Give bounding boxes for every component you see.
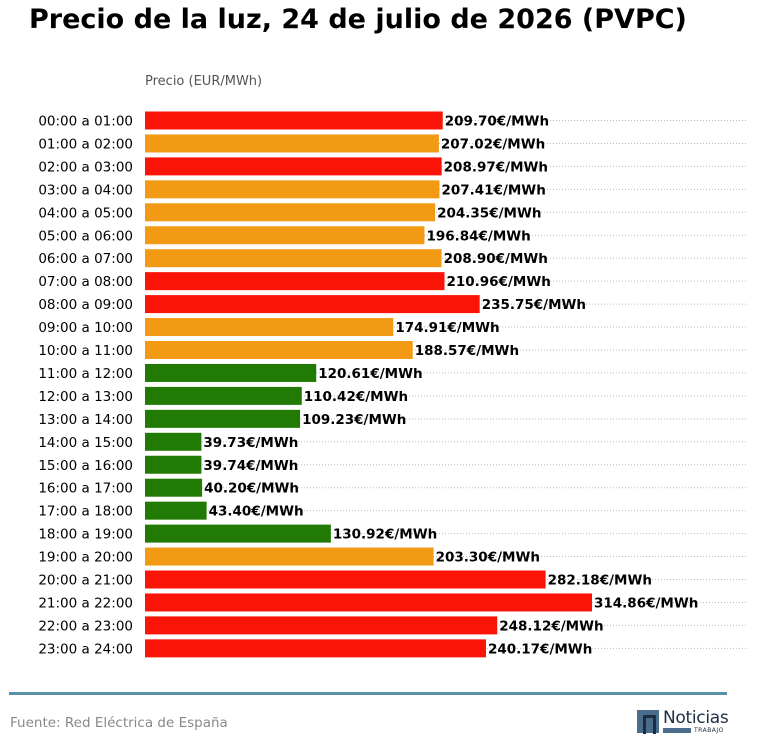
value-label: 40.20€/MWh <box>204 481 299 497</box>
price-bar <box>145 432 202 451</box>
category-label: 14:00 a 15:00 <box>38 435 133 451</box>
price-bar <box>145 570 546 589</box>
value-label: 203.30€/MWh <box>436 550 540 566</box>
category-label: 07:00 a 08:00 <box>38 274 133 290</box>
price-bar <box>145 593 592 612</box>
price-bar <box>145 295 480 314</box>
value-label: 43.40€/MWh <box>209 504 304 520</box>
value-label: 207.41€/MWh <box>441 182 545 198</box>
category-label: 04:00 a 05:00 <box>38 205 133 221</box>
logo-name: Noticias <box>663 708 729 728</box>
category-label: 22:00 a 23:00 <box>38 618 133 634</box>
brand-logo[interactable]: Noticias TRABAJO <box>637 708 729 736</box>
price-bar <box>145 386 302 405</box>
price-bar <box>145 547 434 566</box>
value-label: 240.17€/MWh <box>488 641 592 657</box>
category-label: 02:00 a 03:00 <box>38 159 133 175</box>
price-bar <box>145 226 425 245</box>
bar-chart: 00:00 a 01:00 209.70€/MWh 01:00 a 02:00 207… <box>38 111 748 658</box>
category-label: 21:00 a 22:00 <box>38 595 133 611</box>
category-label: 12:00 a 13:00 <box>38 389 133 405</box>
value-label: 210.96€/MWh <box>446 274 550 290</box>
value-label: 208.90€/MWh <box>444 251 548 267</box>
category-label: 17:00 a 18:00 <box>38 504 133 520</box>
value-label: 235.75€/MWh <box>482 297 586 313</box>
y-axis-label: Precio (EUR/MWh) <box>145 74 263 89</box>
price-bar <box>145 501 207 520</box>
category-label: 18:00 a 19:00 <box>38 527 133 543</box>
price-bar <box>145 318 394 337</box>
category-label: 20:00 a 21:00 <box>38 573 133 589</box>
logo-underline <box>663 728 691 733</box>
category-label: 13:00 a 14:00 <box>38 412 133 428</box>
category-label: 05:00 a 06:00 <box>38 228 133 244</box>
value-label: 110.42€/MWh <box>304 389 408 405</box>
value-label: 130.92€/MWh <box>333 527 437 543</box>
price-bar <box>145 272 445 291</box>
category-label: 11:00 a 12:00 <box>38 366 133 382</box>
value-label: 39.73€/MWh <box>203 435 298 451</box>
value-label: 120.61€/MWh <box>318 366 422 382</box>
price-bar <box>145 455 202 474</box>
category-label: 16:00 a 17:00 <box>38 481 133 497</box>
category-label: 03:00 a 04:00 <box>38 182 133 198</box>
category-label: 10:00 a 11:00 <box>38 343 133 359</box>
value-label: 204.35€/MWh <box>437 205 541 221</box>
price-bar <box>145 249 442 268</box>
price-bar <box>145 203 436 222</box>
price-bar <box>145 639 486 658</box>
value-label: 282.18€/MWh <box>548 573 652 589</box>
price-bar <box>145 524 331 543</box>
category-label: 19:00 a 20:00 <box>38 550 133 566</box>
logo-mark-icon <box>637 710 659 734</box>
price-bar <box>145 478 203 497</box>
category-label: 23:00 a 24:00 <box>38 641 133 657</box>
value-label: 208.97€/MWh <box>444 159 548 175</box>
footer-divider <box>9 692 727 695</box>
category-label: 09:00 a 10:00 <box>38 320 133 336</box>
category-label: 15:00 a 16:00 <box>38 458 133 474</box>
value-label: 314.86€/MWh <box>594 595 698 611</box>
value-label: 188.57€/MWh <box>415 343 519 359</box>
value-label: 209.70€/MWh <box>445 114 549 130</box>
value-label: 248.12€/MWh <box>499 618 603 634</box>
category-label: 08:00 a 09:00 <box>38 297 133 313</box>
logo-subtitle: TRABAJO <box>694 727 724 734</box>
chart-title: Precio de la luz, 24 de julio de 2026 (P… <box>29 4 687 35</box>
price-bar <box>145 616 498 635</box>
price-bar <box>145 409 301 428</box>
source-note: Fuente: Red Eléctrica de España <box>10 715 228 731</box>
value-label: 174.91€/MWh <box>395 320 499 336</box>
price-bar <box>145 341 413 359</box>
price-bar <box>145 157 442 176</box>
value-label: 39.74€/MWh <box>203 458 298 474</box>
category-label: 00:00 a 01:00 <box>38 114 133 130</box>
value-label: 196.84€/MWh <box>426 228 530 244</box>
value-label: 109.23€/MWh <box>302 412 406 428</box>
price-bar <box>145 180 440 199</box>
category-label: 01:00 a 02:00 <box>38 136 133 152</box>
price-bar <box>145 111 443 130</box>
value-label: 207.02€/MWh <box>441 136 545 152</box>
price-bar <box>145 134 439 153</box>
category-label: 06:00 a 07:00 <box>38 251 133 267</box>
price-bar <box>145 363 317 382</box>
